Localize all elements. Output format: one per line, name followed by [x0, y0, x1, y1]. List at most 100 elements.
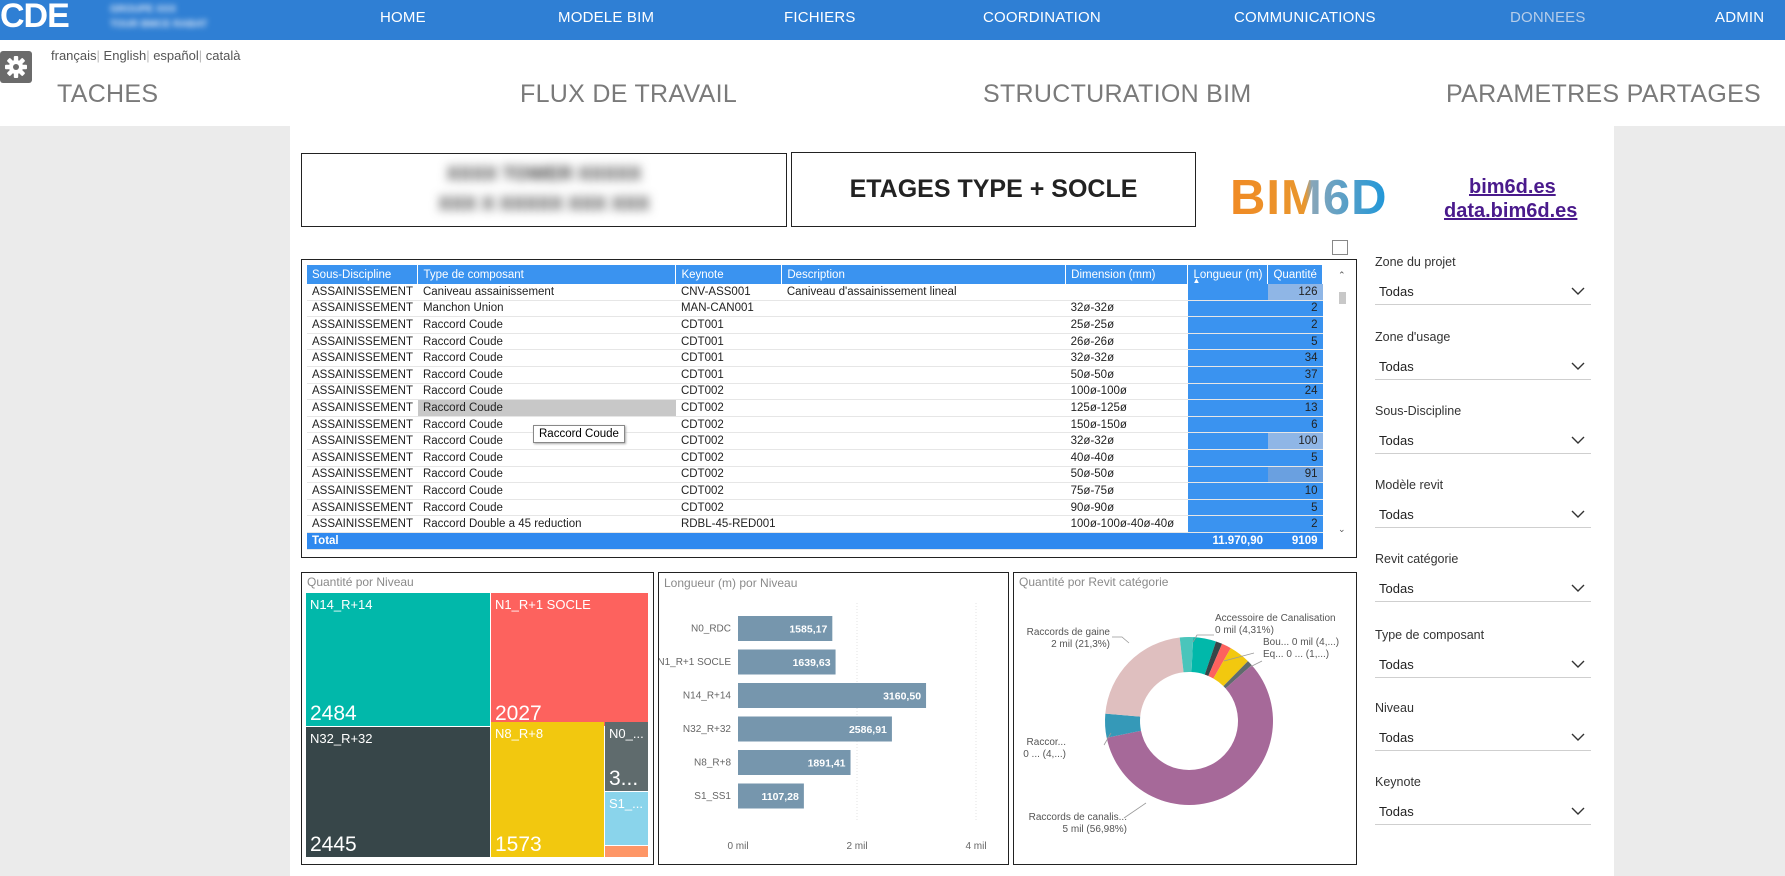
nav-modele-bim[interactable]: MODELE BIM	[558, 9, 655, 26]
table-row[interactable]: ASSAINISSEMENT Raccord Coude CDT001 25ø-25ø…	[307, 316, 1323, 334]
treemap-tile[interactable]: N32_R+32 2445	[306, 727, 490, 857]
table-cell	[1187, 316, 1268, 334]
treemap-tile[interactable]	[605, 846, 648, 857]
bar[interactable]	[738, 783, 804, 809]
nav-admin[interactable]: ADMIN	[1715, 9, 1765, 26]
scroll-thumb[interactable]	[1339, 292, 1346, 304]
table-row[interactable]: ASSAINISSEMENT Manchon Union MAN-CAN001 32ø…	[307, 300, 1323, 318]
treemap-tile[interactable]: N0_... 3...	[605, 722, 648, 791]
donut-slice[interactable]	[1191, 637, 1217, 675]
slicer-dropdown[interactable]: Todas	[1375, 724, 1591, 751]
table-row[interactable]: ASSAINISSEMENT Raccord Double a 45 reduct…	[307, 515, 1323, 533]
chevron-down-icon	[1571, 807, 1585, 815]
table-row[interactable]: ASSAINISSEMENT Raccord Coude CDT001 50ø-50ø…	[307, 366, 1323, 384]
table-row[interactable]: ASSAINISSEMENT Raccord Coude CDT002 40ø-40ø…	[307, 449, 1323, 467]
table-row[interactable]: ASSAINISSEMENT Raccord Coude CDT002 125ø-12…	[307, 399, 1323, 417]
bar[interactable]	[738, 616, 833, 641]
subnav-parametres-partages[interactable]: PARAMETRES PARTAGES	[1446, 80, 1762, 108]
table-row[interactable]: ASSAINISSEMENT Caniveau assainissement CNV…	[307, 284, 1323, 301]
table-cell	[1187, 366, 1268, 384]
bar[interactable]	[738, 750, 851, 775]
settings-button[interactable]	[0, 51, 32, 83]
table-cell: CDT002	[675, 416, 782, 434]
nav-donnees[interactable]: DONNEES	[1510, 9, 1586, 26]
organization-line-1: GROUPE XXX	[110, 4, 177, 15]
table-cell	[781, 499, 1066, 517]
nav-fichiers[interactable]: FICHIERS	[784, 9, 856, 26]
bar[interactable]	[738, 683, 927, 708]
link-bim6d[interactable]: bim6d.es	[1469, 176, 1556, 198]
table-row[interactable]: ASSAINISSEMENT Raccord Coude CDT001 32ø-32ø…	[307, 349, 1323, 367]
lang-francais[interactable]: français	[51, 48, 97, 63]
nav-home[interactable]: HOME	[380, 9, 426, 26]
slicer-dropdown[interactable]: Todas	[1375, 353, 1591, 380]
slicer-dropdown[interactable]: Todas	[1375, 427, 1591, 454]
bar[interactable]	[738, 716, 892, 742]
donut-slice[interactable]	[1223, 661, 1252, 689]
column-header[interactable]: Dimension (mm)	[1065, 265, 1189, 284]
lang-catala[interactable]: català	[205, 48, 241, 63]
scroll-up-icon[interactable]: ⌃	[1338, 270, 1346, 280]
table-cell: 2	[1267, 515, 1323, 533]
column-header[interactable]: Sous-Discipline	[307, 265, 419, 284]
table-cell	[1187, 399, 1268, 417]
table-cell: 126	[1267, 284, 1323, 301]
treemap-tile[interactable]: N1_R+1 SOCLE 2027	[491, 593, 648, 726]
table-row[interactable]: ASSAINISSEMENT Raccord Coude CDT002 150ø-15…	[307, 416, 1323, 434]
table-row[interactable]: ASSAINISSEMENT Raccord Coude CDT002 75ø-75ø…	[307, 482, 1323, 500]
subnav-flux-de-travail[interactable]: FLUX DE TRAVAIL	[520, 80, 738, 108]
app-logo[interactable]: CDE	[0, 0, 70, 35]
donut-slice[interactable]	[1105, 637, 1184, 717]
nav-coordination[interactable]: COORDINATION	[983, 9, 1101, 26]
focus-mode-icon[interactable]	[1332, 240, 1348, 255]
donut-slice[interactable]	[1106, 665, 1273, 805]
treemap-tile[interactable]: N14_R+14 2484	[306, 593, 490, 726]
slicer-dropdown[interactable]: Todas	[1375, 798, 1591, 825]
table-row[interactable]: ASSAINISSEMENT Raccord Coude CDT002 50ø-50ø…	[307, 466, 1323, 484]
donut-slice[interactable]	[1179, 637, 1194, 673]
category-tick-label: N0_RDC	[691, 624, 731, 635]
table-cell: 125ø-125ø	[1065, 399, 1188, 417]
bar[interactable]	[738, 649, 836, 675]
table-row[interactable]: ASSAINISSEMENT Raccord Coude CDT002 32ø-32ø…	[307, 432, 1323, 450]
treemap-tile[interactable]: S1_...	[605, 792, 648, 845]
column-header[interactable]: Quantité	[1267, 265, 1323, 284]
subnav-structuration-bim[interactable]: STRUCTURATION BIM	[983, 80, 1252, 108]
slicer-dropdown[interactable]: Todas	[1375, 651, 1591, 678]
table-cell	[781, 349, 1066, 367]
total-length: 11.970,90	[1187, 532, 1268, 550]
table-scrollbar[interactable]: ⌃ ⌄	[1338, 270, 1347, 540]
table-cell: Raccord Coude	[417, 349, 676, 367]
lang-english[interactable]: English	[103, 48, 147, 63]
column-header[interactable]: Keynote	[675, 265, 783, 284]
slicer-dropdown[interactable]: Todas	[1375, 278, 1591, 305]
treemap-tile[interactable]: N8_R+8 1573	[491, 722, 604, 857]
table-cell: 32ø-32ø	[1065, 349, 1188, 367]
table-cell: 6	[1267, 416, 1323, 434]
scroll-down-icon[interactable]: ⌄	[1338, 524, 1346, 534]
donut-slice[interactable]	[1105, 713, 1141, 738]
column-header[interactable]: Type de composant	[417, 265, 677, 284]
donut-slice[interactable]	[1213, 648, 1248, 687]
gear-icon	[5, 56, 27, 78]
column-header-sorted[interactable]: Longueur (m) ▲	[1187, 265, 1269, 285]
table-row[interactable]: ASSAINISSEMENT Raccord Coude CDT002 90ø-90ø…	[307, 499, 1323, 517]
slicer-value: Todas	[1379, 581, 1414, 596]
table-row[interactable]: ASSAINISSEMENT Raccord Coude CDT002 100ø-10…	[307, 383, 1323, 401]
table-cell: ASSAINISSEMENT	[307, 316, 418, 334]
table-cell: CDT001	[675, 349, 782, 367]
nav-communications[interactable]: COMMUNICATIONS	[1234, 9, 1376, 26]
subnav-taches[interactable]: TACHES	[57, 80, 159, 108]
table-row[interactable]: ASSAINISSEMENT Raccord Coude CDT001 26ø-26ø…	[307, 333, 1323, 351]
donut-slice[interactable]	[1204, 641, 1223, 676]
tooltip: Raccord Coude	[533, 425, 625, 443]
total-label: Total	[307, 532, 418, 550]
table-cell	[1187, 432, 1268, 450]
link-data-bim6d[interactable]: data.bim6d.es	[1444, 200, 1578, 222]
slicer-dropdown[interactable]: Todas	[1375, 501, 1591, 528]
column-header[interactable]: Description	[781, 265, 1067, 284]
donut-slice[interactable]	[1208, 643, 1231, 679]
slicer-dropdown[interactable]: Todas	[1375, 575, 1591, 602]
lang-espanol[interactable]: español	[153, 48, 199, 63]
